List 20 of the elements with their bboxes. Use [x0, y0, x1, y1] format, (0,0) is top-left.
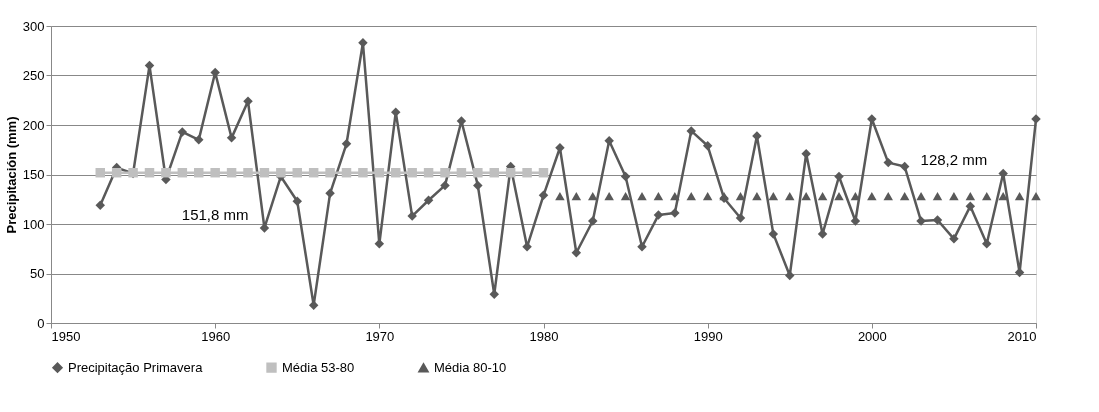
y-tick-label: 100	[22, 216, 45, 232]
y-axis-title: Precipitación (mm)	[3, 116, 19, 234]
y-tick-label: 0	[37, 315, 45, 331]
y-tick-label: 300	[22, 18, 45, 34]
x-tick-label: 1950	[51, 328, 81, 344]
x-tick-label: 1960	[201, 328, 231, 344]
y-tick-label: 50	[30, 266, 45, 281]
legend-label: Média 80-10	[434, 359, 507, 375]
x-tick-label: 2010	[1007, 328, 1037, 344]
y-tick-label: 200	[22, 117, 45, 133]
y-tick-label: 150	[22, 167, 45, 182]
x-tick-label: 1970	[365, 328, 395, 344]
x-tick-label: 1990	[693, 328, 723, 344]
x-tick-label: 1980	[529, 328, 559, 344]
y-tick-label: 250	[22, 68, 45, 83]
annotation: 128,2 mm	[920, 151, 988, 169]
annotation: 151,8 mm	[181, 205, 249, 223]
legend-label: Precipitação Primavera	[68, 359, 204, 375]
legend-label: Média 53-80	[282, 359, 355, 375]
x-tick-label: 2000	[857, 328, 887, 344]
